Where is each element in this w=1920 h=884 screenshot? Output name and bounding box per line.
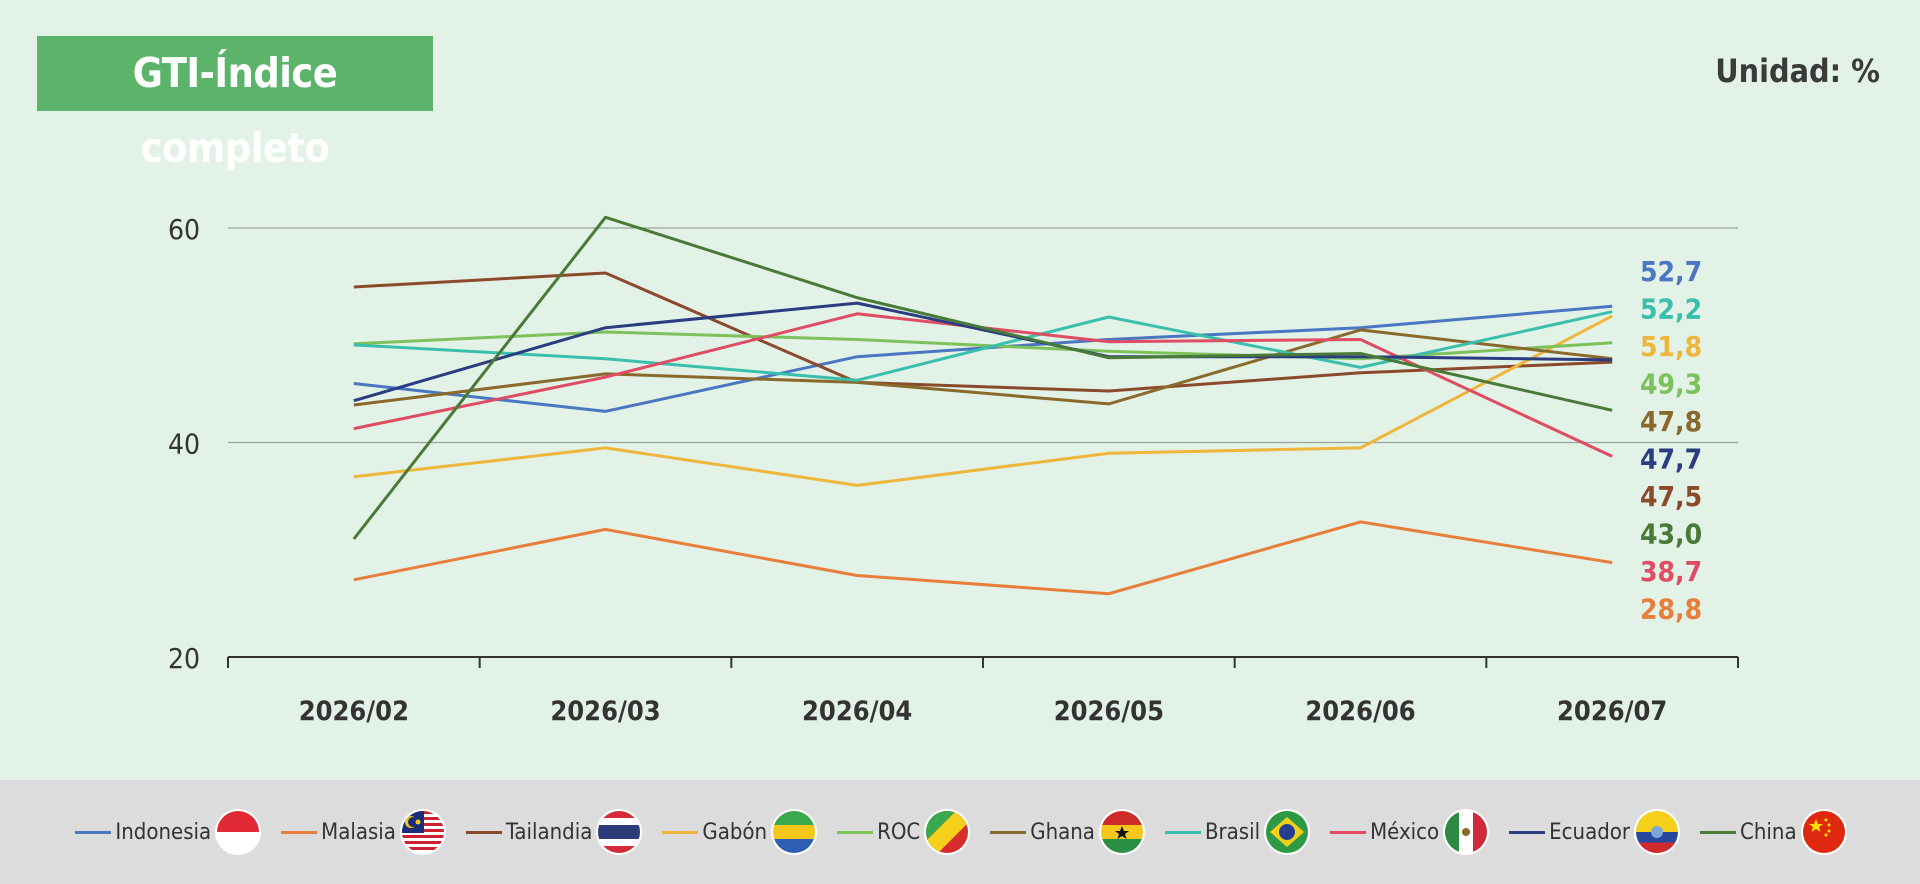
legend-item-ghana: Ghana	[990, 811, 1143, 853]
indonesia-flag-icon	[217, 811, 260, 853]
legend-swatch	[1700, 830, 1737, 834]
x-tick-label: 2026/07	[1557, 696, 1667, 727]
gabon-flag-icon	[773, 811, 816, 853]
end-label-mexico: 38,7	[1640, 555, 1702, 588]
y-tick-label: 60	[168, 213, 200, 246]
legend-label: Ecuador	[1549, 819, 1631, 845]
y-tick-label: 20	[168, 642, 200, 675]
end-label-brasil: 52,2	[1640, 293, 1702, 326]
series-line-china	[352, 215, 1613, 540]
legend-item-mexico: México	[1330, 811, 1488, 853]
legend-item-roc: ROC	[837, 811, 969, 853]
legend-swatch	[1330, 830, 1367, 834]
legend-label: México	[1370, 819, 1440, 845]
china-flag-icon	[1802, 811, 1845, 853]
legend-label: Indonesia	[115, 819, 212, 845]
legend-swatch	[1164, 830, 1201, 834]
legend-item-brasil: Brasil	[1164, 811, 1309, 853]
x-tick-label: 2026/06	[1305, 696, 1415, 727]
end-label-roc: 49,3	[1640, 368, 1702, 401]
legend-swatch	[1509, 830, 1546, 834]
x-tick-label: 2026/04	[802, 696, 912, 727]
thailand-flag-icon	[598, 811, 641, 853]
legend-item-tailandia: Tailandia	[465, 811, 641, 853]
series-line-ghana	[353, 328, 1613, 407]
series-line-malasia	[353, 520, 1613, 596]
line-chart: 20 40 60 2026/02 2026/03 2026/04 2026/05 2026/0…	[168, 213, 1739, 727]
end-label-ghana: 47,8	[1640, 405, 1702, 438]
legend-item-china: China	[1700, 811, 1845, 853]
legend-label: Gabón	[702, 819, 768, 845]
series-line-ecuador	[353, 301, 1613, 403]
legend-swatch	[281, 830, 318, 834]
ecuador-flag-icon	[1636, 811, 1679, 853]
legend-swatch	[990, 830, 1027, 834]
chart-title: GTI-Índice completo	[37, 36, 433, 172]
legend-item-ecuador: Ecuador	[1509, 811, 1679, 853]
legend-label: Brasil	[1204, 819, 1261, 845]
series-line-gabon	[353, 314, 1613, 487]
legend-label: Tailandia	[505, 819, 593, 845]
series-line-tailandia	[353, 271, 1613, 393]
end-label-malasia: 28,8	[1640, 593, 1702, 626]
y-tick-label: 40	[168, 428, 200, 461]
malaysia-flag-icon	[401, 811, 444, 853]
ghana-flag-icon	[1100, 811, 1143, 853]
mexico-flag-icon	[1445, 811, 1488, 853]
x-tick-label: 2026/02	[299, 696, 409, 727]
legend-swatch	[662, 830, 699, 834]
brazil-flag-icon	[1266, 811, 1309, 853]
legend-label: Malasia	[321, 819, 396, 845]
end-label-tailandia: 47,5	[1640, 480, 1702, 513]
legend-bar: Indonesia Malasia Tailandia Gabón ROC Ghana Br…	[0, 780, 1920, 884]
legend-item-gabon: Gabón	[662, 811, 816, 853]
legend-label: China	[1740, 819, 1797, 845]
x-tick-label: 2026/03	[550, 696, 660, 727]
congo-flag-icon	[926, 811, 969, 853]
legend-item-malasia: Malasia	[281, 811, 444, 853]
end-label-indonesia: 52,7	[1640, 255, 1702, 288]
legend-label: Ghana	[1030, 819, 1095, 845]
legend-swatch	[465, 830, 502, 834]
end-label-china: 43,0	[1640, 518, 1702, 551]
legend-swatch	[837, 830, 874, 834]
end-label-gabon: 51,8	[1640, 330, 1702, 363]
x-tick-label: 2026/05	[1054, 696, 1164, 727]
legend-swatch	[75, 830, 112, 834]
unit-label: Unidad: %	[1715, 52, 1880, 90]
end-label-ecuador: 47,7	[1640, 443, 1702, 476]
legend: Indonesia Malasia Tailandia Gabón ROC Ghana Br…	[0, 780, 1920, 884]
legend-item-indonesia: Indonesia	[75, 811, 260, 853]
legend-label: ROC	[877, 819, 921, 845]
